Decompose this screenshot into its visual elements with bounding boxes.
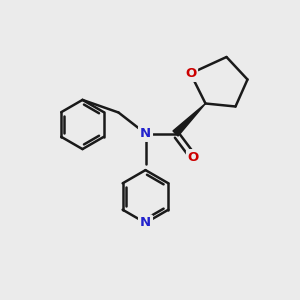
- Polygon shape: [173, 103, 206, 136]
- Text: N: N: [140, 127, 151, 140]
- Text: O: O: [185, 67, 196, 80]
- Text: N: N: [140, 216, 151, 230]
- Text: O: O: [188, 151, 199, 164]
